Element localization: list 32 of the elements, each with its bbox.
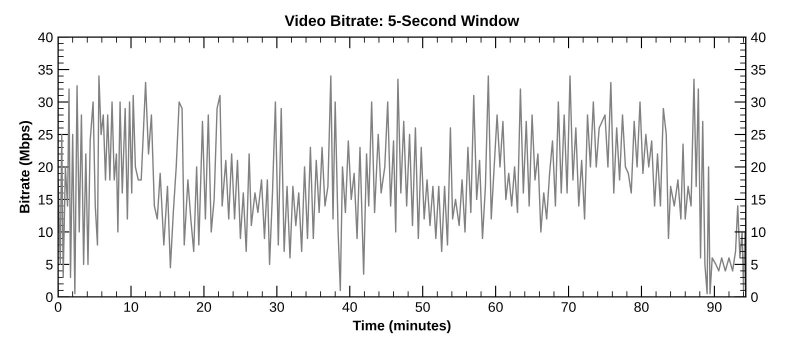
x-tick-label: 0	[54, 302, 62, 312]
y-tick-label: 15	[38, 194, 53, 205]
y2-tick-label: 15	[752, 194, 766, 205]
chart-title: Video Bitrate: 5-Second Window	[284, 14, 520, 26]
x-tick-label: 70	[562, 302, 576, 312]
x-tick-label: 90	[707, 302, 722, 312]
y-tick-label: 25	[38, 130, 53, 140]
line-series	[58, 75, 746, 294]
y2-tick-label: 5	[751, 260, 758, 270]
y2-tick-label: 30	[751, 97, 766, 108]
x-tick-label: 10	[124, 302, 138, 312]
y2-tick-label: 40	[750, 32, 766, 42]
y2-tick-label: 10	[752, 227, 766, 238]
y-tick-label: 0	[46, 292, 53, 302]
y-tick-label: 10	[38, 227, 53, 238]
y2-tick-label: 20	[751, 162, 766, 172]
y-tick-label: 20	[38, 162, 53, 172]
y2-tick-label: 0	[751, 292, 758, 302]
x-axis-title: Time (minutes)	[352, 320, 450, 334]
y2-tick-label: 35	[751, 64, 766, 75]
y-tick-label: 30	[38, 97, 53, 108]
x-tick-label: 20	[196, 302, 212, 312]
y-tick-label: 5	[46, 260, 53, 270]
x-tick-label: 30	[270, 302, 284, 312]
y-tick-label: 35	[38, 64, 53, 75]
x-tick-label: 80	[634, 302, 649, 312]
x-tick-label: 60	[488, 302, 503, 312]
x-tick-label: 40	[342, 302, 357, 312]
y-axis-title: Bitrate (Mbps)	[19, 120, 32, 213]
y-tick-label: 40	[38, 32, 53, 42]
x-tick-label: 50	[416, 302, 430, 312]
y2-tick-label: 25	[751, 130, 766, 140]
